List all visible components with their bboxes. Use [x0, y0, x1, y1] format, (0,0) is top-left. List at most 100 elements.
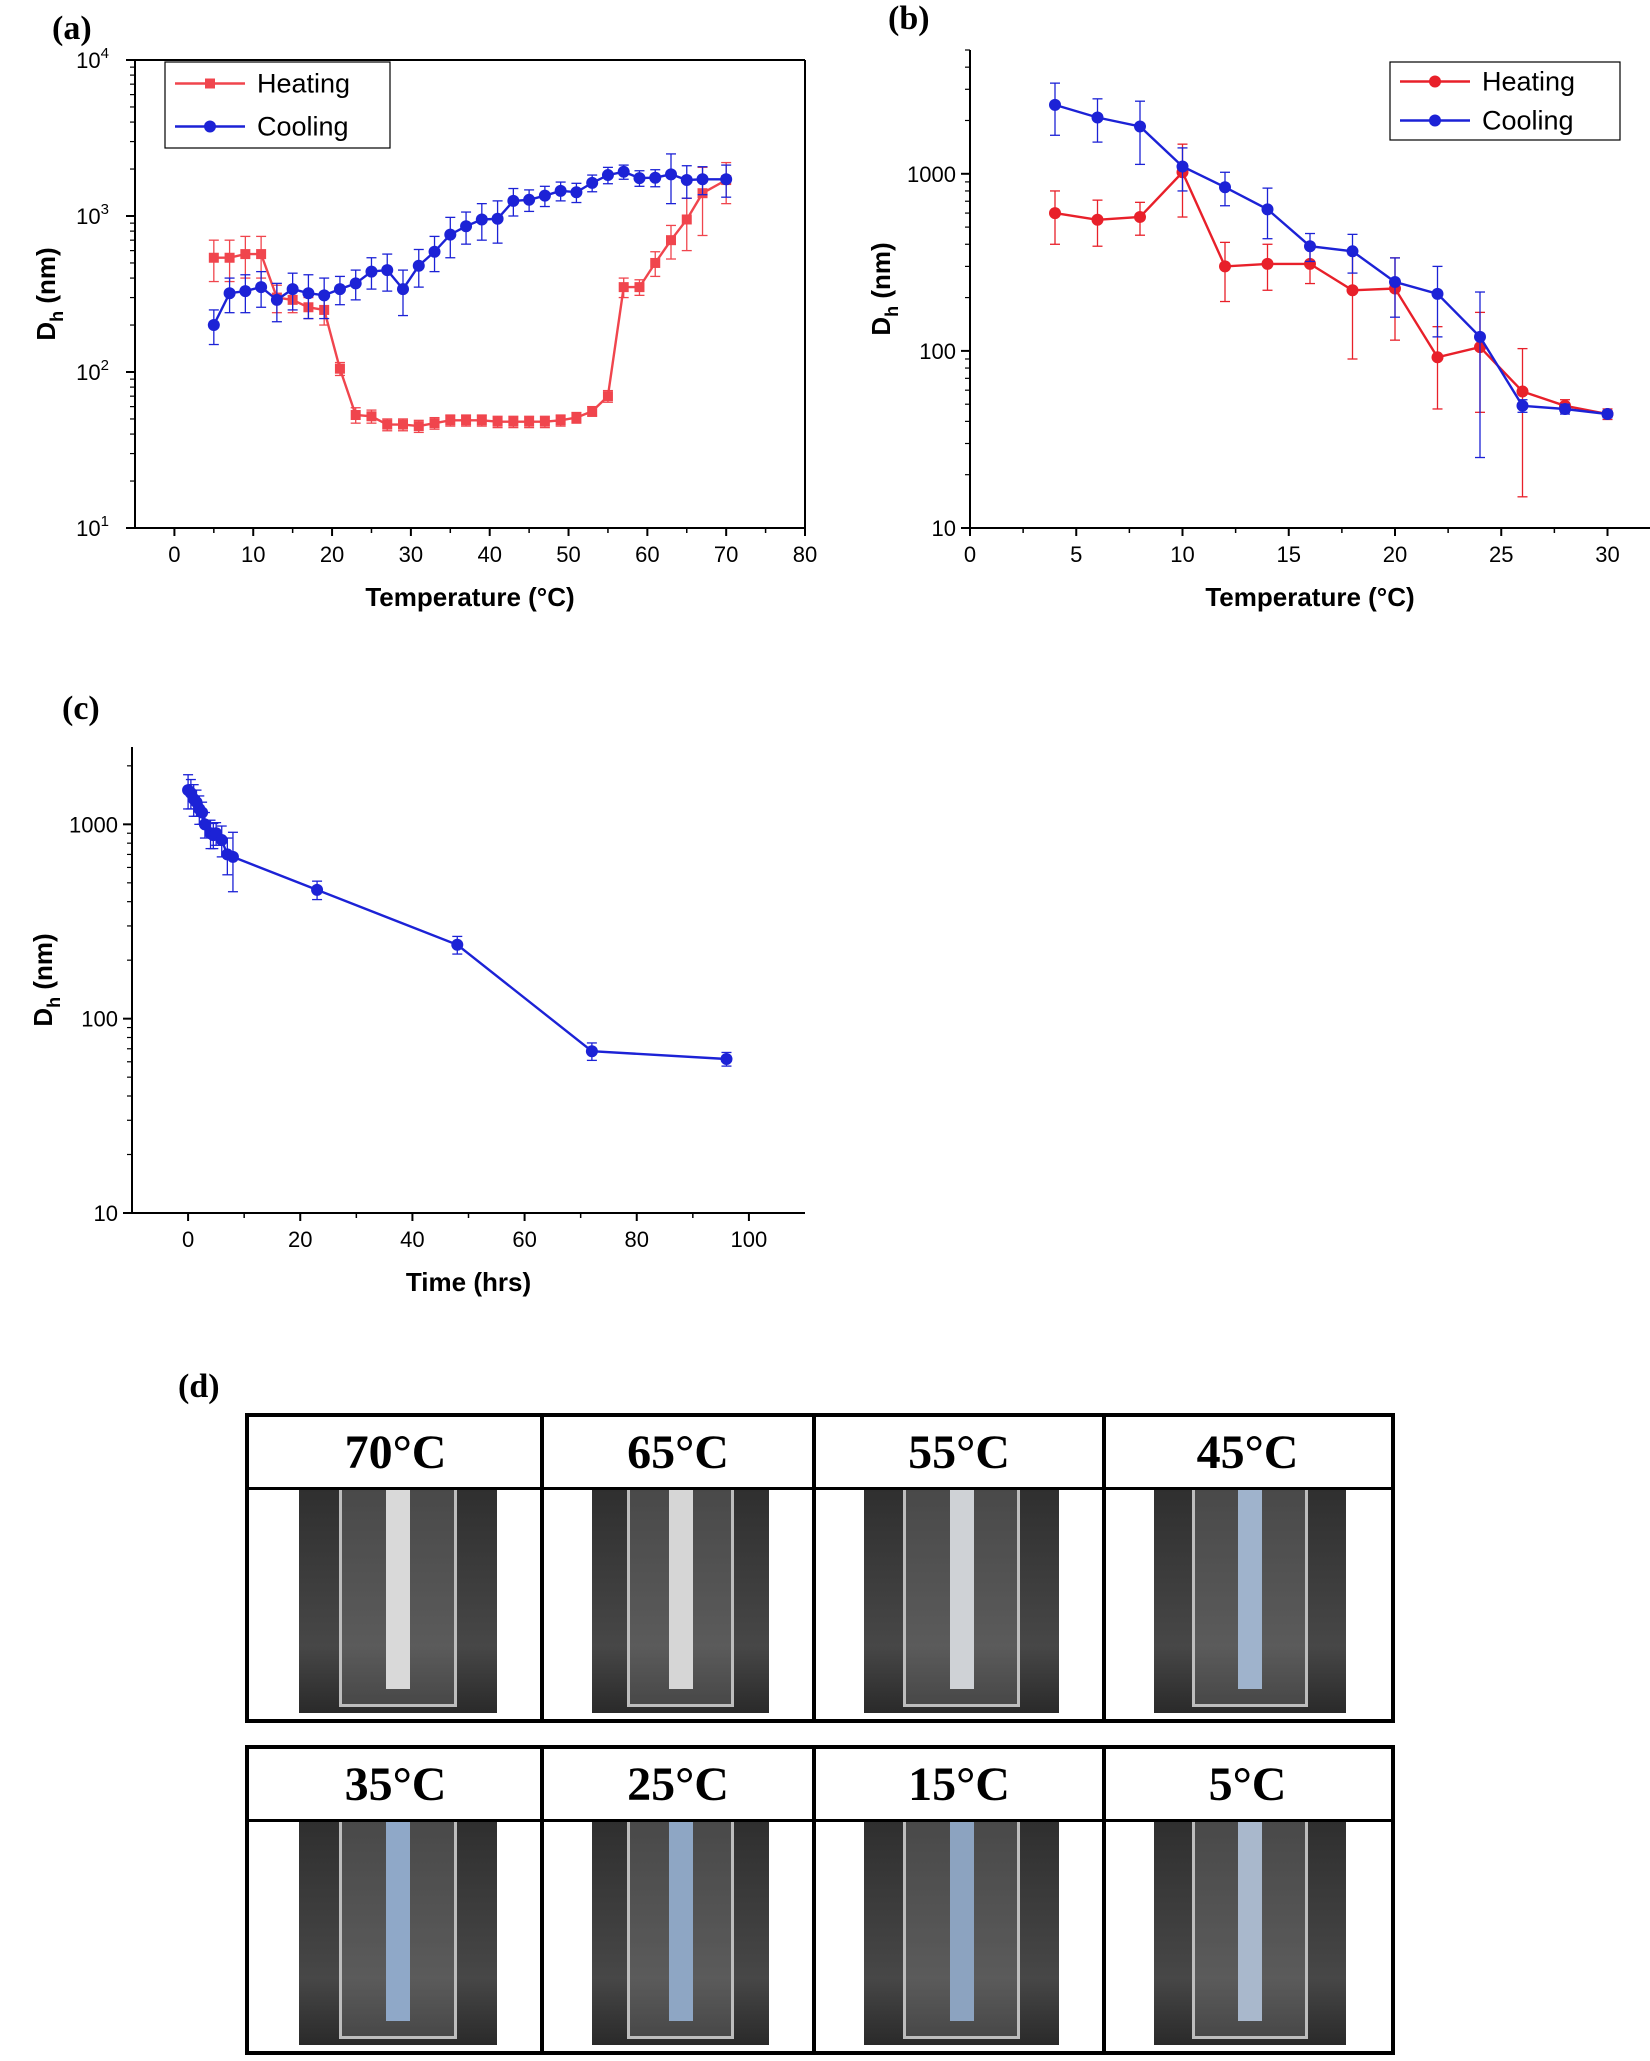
- data-point: [333, 283, 346, 296]
- data-point: [524, 416, 535, 427]
- x-tick-label: 15: [1277, 542, 1301, 567]
- data-point: [382, 419, 393, 430]
- data-point: [555, 415, 566, 426]
- x-tick-label: 20: [320, 542, 344, 567]
- x-tick-label: 0: [168, 542, 180, 567]
- data-point: [1134, 120, 1146, 133]
- data-point: [224, 252, 235, 263]
- y-tick-label: 1000: [69, 812, 118, 837]
- temperature-label: 25°C: [542, 1749, 814, 1822]
- temperature-label: 15°C: [814, 1749, 1104, 1822]
- photo-cell: 55°C: [814, 1417, 1104, 1719]
- y-tick-label: 101: [76, 513, 109, 541]
- panel-label-b: (b): [888, 0, 930, 37]
- data-point: [587, 406, 598, 417]
- data-point: [650, 257, 661, 268]
- data-point: [1049, 98, 1061, 111]
- x-axis-title: Temperature (°C): [1205, 582, 1414, 612]
- data-point: [366, 411, 377, 422]
- data-point: [311, 883, 324, 896]
- data-point: [215, 834, 228, 847]
- x-tick-label: 20: [288, 1227, 312, 1252]
- x-tick-label: 30: [399, 542, 423, 567]
- series-line: [1054, 170, 1608, 416]
- temperature-label: 45°C: [1104, 1417, 1391, 1490]
- data-point: [1304, 240, 1316, 253]
- legend-marker: [1429, 75, 1441, 88]
- data-point: [476, 415, 487, 426]
- data-point: [444, 228, 457, 241]
- data-point: [240, 249, 251, 260]
- x-tick-label: 30: [1595, 542, 1619, 567]
- x-tick-label: 70: [714, 542, 738, 567]
- data-point: [585, 1045, 598, 1058]
- data-point: [1516, 385, 1529, 398]
- y-axis-title: Dh (nm): [866, 242, 902, 335]
- series-data: [182, 774, 733, 1067]
- data-point: [1261, 203, 1274, 216]
- data-point: [256, 249, 267, 260]
- data-point: [1134, 211, 1146, 224]
- data-point: [539, 416, 550, 427]
- legend-marker: [205, 78, 215, 89]
- data-point: [633, 172, 646, 185]
- data-point: [618, 282, 629, 293]
- data-point: [381, 264, 394, 277]
- data-point: [255, 281, 268, 294]
- y-tick-label: 102: [76, 357, 109, 385]
- temperature-label: 65°C: [542, 1417, 814, 1490]
- series-heating: [208, 161, 732, 434]
- x-tick-label: 10: [1170, 542, 1194, 567]
- sample-strip: [386, 1822, 410, 2021]
- data-point: [523, 193, 536, 206]
- cell-divider: [812, 1417, 816, 1719]
- data-point: [1559, 402, 1571, 415]
- data-point: [634, 282, 645, 293]
- data-point: [334, 363, 345, 374]
- y-tick-label: 100: [81, 1007, 118, 1032]
- panel-label-d: (d): [178, 1368, 220, 1405]
- data-point: [270, 293, 283, 306]
- cell-divider: [812, 1749, 816, 2051]
- series-heating: [1049, 143, 1614, 498]
- data-point: [1176, 160, 1189, 173]
- data-point: [365, 265, 378, 278]
- data-point: [602, 391, 613, 402]
- data-point: [720, 1053, 733, 1066]
- data-point: [1346, 284, 1359, 297]
- data-point: [318, 289, 331, 302]
- y-tick-label: 10: [932, 516, 956, 541]
- data-point: [1091, 111, 1104, 124]
- data-point: [1219, 181, 1231, 194]
- data-point: [586, 176, 599, 189]
- x-tick-label: 10: [241, 542, 265, 567]
- data-point: [286, 283, 299, 296]
- data-point: [1431, 287, 1444, 300]
- temperature-label: 70°C: [249, 1417, 542, 1490]
- data-point: [492, 416, 503, 427]
- data-point: [601, 169, 614, 182]
- cuvette-photo-grid: 70°C 65°C 55°C 45°C 35°C 25°C 15°C 5°C: [245, 1413, 1395, 2055]
- data-point: [302, 287, 315, 300]
- data-point: [460, 220, 473, 233]
- y-tick-label: 104: [76, 45, 109, 73]
- y-tick-label: 103: [76, 201, 109, 229]
- x-axis-title: Temperature (°C): [365, 582, 574, 612]
- legend: Heating Cooling: [1389, 61, 1621, 141]
- photo-cell: 25°C: [542, 1749, 814, 2051]
- legend-label: Heating: [257, 69, 350, 99]
- data-point: [208, 252, 219, 263]
- y-axis-title: Dh (nm): [31, 247, 67, 340]
- legend-label: Heating: [1482, 67, 1575, 97]
- series-line: [1054, 103, 1608, 416]
- data-point: [1431, 351, 1444, 364]
- photo-cell: 35°C: [249, 1749, 542, 2051]
- sample-strip: [1238, 1822, 1262, 2021]
- y-tick-label: 1000: [907, 162, 956, 187]
- chart-b: 0 5 10 15 20 25 30 10 100 1000 Temperature (°C) Dh …: [866, 49, 1650, 612]
- data-point: [239, 285, 252, 298]
- temperature-label: 55°C: [814, 1417, 1104, 1490]
- data-point: [412, 259, 425, 272]
- data-point: [507, 194, 520, 207]
- sample-strip: [1238, 1490, 1262, 1689]
